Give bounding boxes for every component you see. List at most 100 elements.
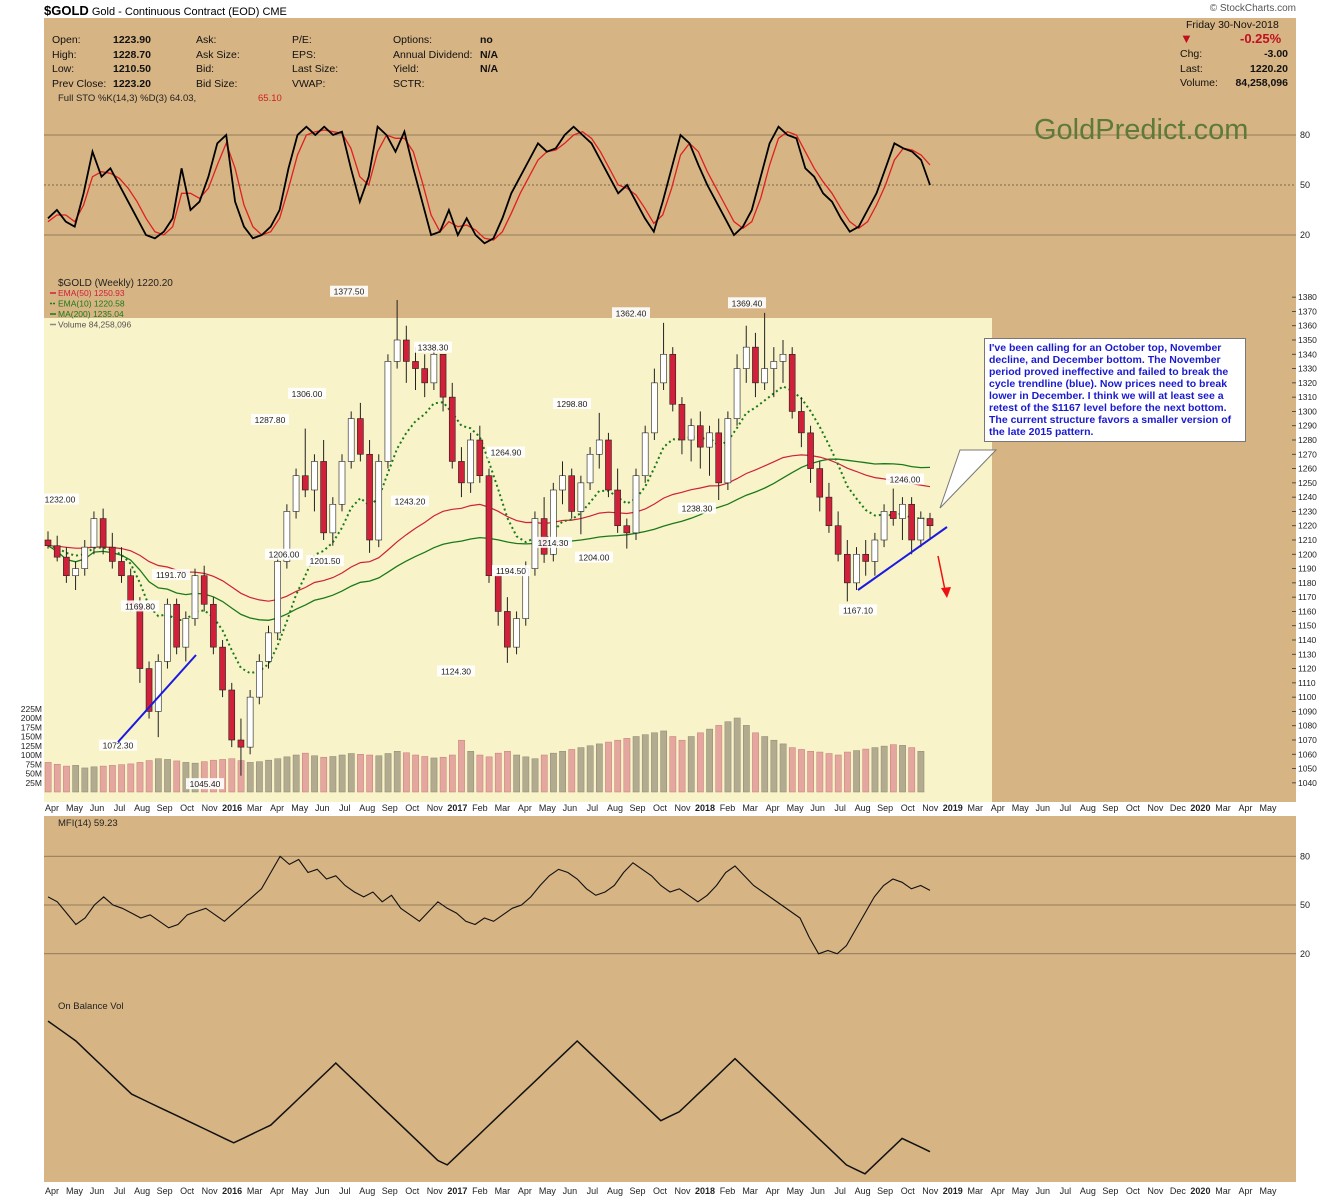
quote-value: 1228.70 — [113, 48, 151, 61]
candle-body — [412, 361, 419, 369]
x-axis-label: Apr — [518, 803, 532, 813]
peak-label-bg — [534, 536, 572, 548]
volume-bar — [109, 765, 116, 793]
candle-body — [274, 561, 281, 634]
candle-body — [63, 556, 70, 577]
x-axis-label-bottom: Jul — [339, 1186, 351, 1196]
peak-label-text: 1204.00 — [579, 553, 610, 563]
x-axis-label-bottom: May — [787, 1186, 805, 1196]
x-axis-label: Jul — [587, 803, 599, 813]
volume-bar — [155, 758, 162, 793]
candle-body — [513, 618, 520, 648]
x-axis-label: Apr — [270, 803, 284, 813]
quote-label: Bid Size: — [196, 77, 238, 90]
peak-label-text: 1169.80 — [125, 601, 155, 611]
quote-value: N/A — [480, 48, 499, 61]
candle-body — [439, 353, 447, 398]
mfi-panel — [44, 816, 1296, 998]
volume-bar — [697, 732, 704, 793]
obv-line — [47, 1020, 931, 1175]
volume-tick-label: 125M — [21, 741, 42, 751]
quote-label: Bid: — [196, 63, 215, 75]
x-axis-label: Apr — [766, 803, 780, 813]
price-tick-label: 1050 — [1298, 764, 1317, 774]
volume-bar — [733, 717, 741, 793]
quote-label: Yield: — [393, 63, 419, 75]
x-axis-label-bottom: May — [66, 1186, 84, 1196]
x-axis-label: 2017 — [447, 803, 467, 813]
candle-body — [862, 553, 869, 562]
volume-bar — [384, 753, 392, 793]
peak-label-bg — [121, 600, 159, 612]
candle-body — [237, 739, 245, 748]
x-axis-label-bottom: Aug — [134, 1186, 150, 1196]
candle-body — [329, 503, 337, 534]
volume-bar — [320, 756, 328, 793]
peak-label: 1287.80 — [251, 413, 289, 425]
candle-body — [651, 382, 658, 434]
volume-bar — [651, 732, 658, 793]
x-axis-label: Oct — [901, 803, 916, 813]
peak-label: 1191.70 — [152, 569, 190, 581]
price-tick-label: 1340 — [1298, 349, 1317, 359]
volume-bar — [44, 762, 52, 793]
peak-label-text: 1287.80 — [255, 415, 286, 425]
peak-label: 1124.30 — [437, 665, 475, 677]
peak-label-bg — [306, 555, 344, 567]
volume-bar — [779, 743, 787, 793]
x-axis-label: Jul — [834, 803, 846, 813]
candle-body — [265, 632, 272, 662]
x-axis-label: Jul — [339, 803, 351, 813]
candles-layer — [44, 300, 934, 776]
volume-bar — [274, 758, 282, 793]
peak-label-text: 1338.30 — [418, 343, 449, 353]
peak-label: 1214.30 — [534, 536, 572, 548]
x-axis-label-bottom: Sep — [382, 1186, 398, 1196]
price-tick-label: 1350 — [1298, 335, 1317, 345]
peak-label-text: 1246.00 — [890, 475, 921, 485]
peak-label-text: 1124.30 — [441, 666, 471, 676]
peak-label-bg — [330, 285, 368, 297]
x-axis-label-bottom: Sep — [629, 1186, 645, 1196]
peak-label: 1238.30 — [678, 502, 716, 514]
x-axis-label-bottom: Sep — [157, 1186, 173, 1196]
candle-body — [145, 668, 153, 712]
volume-bar — [605, 741, 612, 793]
x-axis-label: Oct — [1126, 803, 1141, 813]
x-axis-label: Apr — [1238, 803, 1252, 813]
candle-body — [605, 439, 612, 491]
x-axis-label-bottom: Oct — [405, 1186, 420, 1196]
peak-label-bg — [492, 565, 530, 577]
mfi-label: MFI(14) 59.23 — [58, 818, 118, 829]
quote-value: 1223.90 — [113, 34, 151, 46]
x-axis-label: Jul — [114, 803, 126, 813]
peak-label: 1045.40 — [186, 778, 224, 790]
grid-layer — [44, 134, 1296, 955]
legend-entry: EMA(10) 1220.58 — [58, 299, 125, 309]
peak-label-text: 1072.30 — [103, 741, 134, 751]
ema10-line — [47, 385, 931, 675]
candle-body — [118, 561, 125, 577]
volume-bar — [678, 739, 686, 793]
volume-bar — [908, 747, 916, 793]
x-axis-label-bottom: Dec — [1170, 1186, 1187, 1196]
candle-body — [687, 425, 695, 441]
price-tick-label: 1370 — [1298, 306, 1317, 316]
volume-bar — [752, 732, 759, 793]
candle-body — [283, 511, 291, 562]
price-tick-label: 1130 — [1298, 649, 1317, 659]
volume-bar — [853, 750, 860, 793]
peak-label-text: 1194.50 — [496, 566, 526, 576]
peak-label-bg — [251, 413, 289, 425]
candle-body — [577, 482, 585, 512]
x-axis-label-bottom: Jun — [810, 1186, 825, 1196]
x-axis-label: Feb — [720, 803, 736, 813]
volume-tick-label: 100M — [21, 750, 42, 760]
peak-label-bg — [186, 778, 224, 790]
peak-label-text: 1264.90 — [491, 448, 522, 458]
candle-body — [641, 432, 649, 477]
x-axis-label-bottom: Oct — [180, 1186, 195, 1196]
candle-body — [53, 545, 61, 558]
volume-bar — [844, 751, 851, 793]
candle-body — [210, 603, 217, 648]
